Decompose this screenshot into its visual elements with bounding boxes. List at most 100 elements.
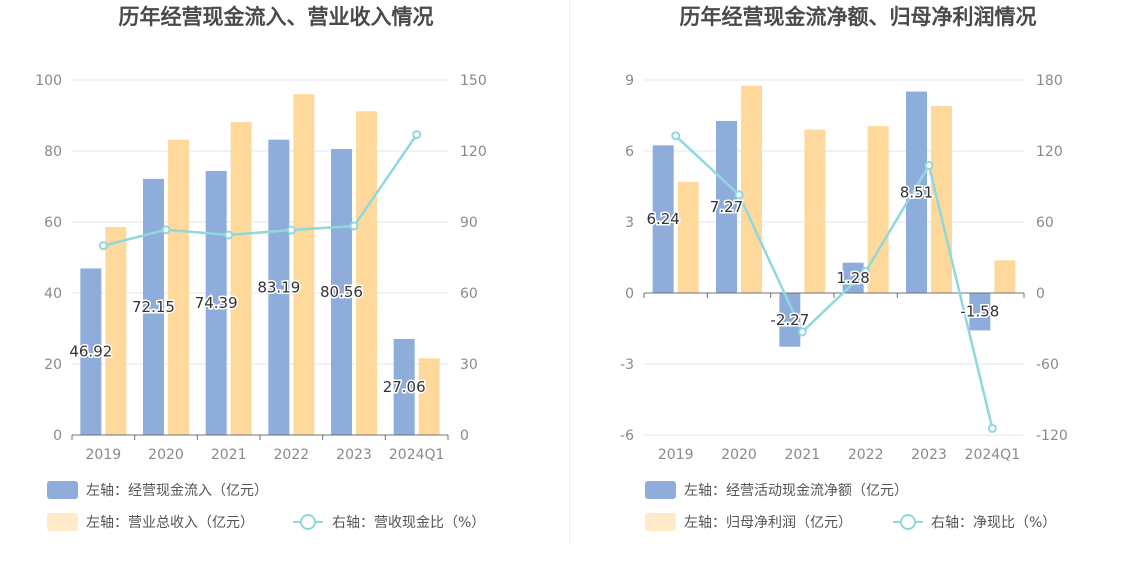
bar-data-label: 74.39 xyxy=(195,294,238,312)
line-point xyxy=(797,327,807,337)
line-series-3 xyxy=(103,133,418,247)
legend-label: 左轴：归母净利润（亿元） xyxy=(684,514,852,531)
y-left-tick-label: 40 xyxy=(44,286,62,302)
bar-series-2 xyxy=(994,260,1016,293)
bar-series-2 xyxy=(418,358,440,435)
y-left-tick-label: 100 xyxy=(35,73,62,89)
y-left-tick-label: 9 xyxy=(625,73,634,89)
bar-series-1 xyxy=(716,120,737,294)
x-tick-label: 2023 xyxy=(336,447,372,463)
bar-series-1 xyxy=(779,293,801,347)
x-tick-label: 2020 xyxy=(148,447,184,463)
y-left-tick-label: 6 xyxy=(625,144,634,160)
bar-data-label: 46.92 xyxy=(69,343,112,361)
line-point xyxy=(987,423,997,433)
legend-marker-icon xyxy=(900,514,916,530)
y-right-tick-label: 60 xyxy=(1036,215,1054,231)
y-right-tick-label: 120 xyxy=(1036,144,1063,160)
x-tick-label: 2022 xyxy=(848,447,884,463)
y-right-tick-label: 60 xyxy=(460,286,478,302)
bar-series-1 xyxy=(842,262,864,293)
legend-swatch-orange xyxy=(47,513,78,531)
line-point xyxy=(98,241,108,251)
y-left-tick-label: 80 xyxy=(44,144,62,160)
chart-plot: 0 0 20 30 40 60 60 90 80 120 100 150 2019 2020 2021 202… xyxy=(35,73,486,463)
y-left-tick-label: 0 xyxy=(625,286,634,302)
bar-series-2 xyxy=(168,139,189,435)
chart-left: 历年经营现金流入、营业收入情况 0 0 20 30 40 60 60 90 80 120 100 15… xyxy=(35,5,487,531)
line-point xyxy=(286,225,296,235)
bar-series-2 xyxy=(293,94,315,435)
bar-series-1 xyxy=(80,268,102,435)
legend-label: 右轴：净现比（%） xyxy=(931,515,1056,531)
line-point xyxy=(924,161,934,171)
legend-swatch-orange xyxy=(645,513,676,531)
line-series-3 xyxy=(674,134,994,429)
bar-series-2 xyxy=(105,226,127,435)
line-point xyxy=(349,221,359,231)
bar-data-label: 7.27 xyxy=(710,198,743,216)
legend-swatch-blue xyxy=(47,481,78,499)
y-right-tick-label: 0 xyxy=(460,428,469,444)
line-point xyxy=(861,266,871,276)
bar-series-2 xyxy=(867,126,889,294)
legend-label: 右轴：营收现金比（%） xyxy=(332,515,485,531)
y-right-tick-label: 180 xyxy=(1036,73,1063,89)
y-right-tick-label: 120 xyxy=(460,144,487,160)
bar-data-label: 6.24 xyxy=(646,210,679,228)
bar-series-1 xyxy=(969,293,991,331)
legend-swatch-blue xyxy=(645,481,676,499)
line-point xyxy=(224,230,234,240)
chart-plot: -6 -120 -3 -60 0 0 3 60 6 120 9 180 2019 2020 2021 2022… xyxy=(620,73,1068,463)
line-point xyxy=(671,131,681,141)
legend: 左轴：经营活动现金流净额（亿元） 左轴：归母净利润（亿元） 右轴：净现比（%） xyxy=(645,481,1056,531)
legend-label: 左轴：营业总收入（亿元） xyxy=(86,515,254,531)
line-point xyxy=(734,190,744,200)
line-point xyxy=(161,225,171,235)
y-left-tick-label: 3 xyxy=(625,215,634,231)
bar-series-2 xyxy=(230,121,252,435)
x-tick-label: 2021 xyxy=(785,447,821,463)
legend-marker-icon xyxy=(300,514,316,530)
y-right-tick-label: 0 xyxy=(1036,286,1045,302)
y-left-tick-label: -3 xyxy=(620,357,634,373)
legend-item-series-3[interactable]: 右轴：净现比（%） xyxy=(893,514,1056,531)
bar-data-label: 80.56 xyxy=(320,283,363,301)
legend-item-series-1[interactable]: 左轴：经营活动现金流净额（亿元） xyxy=(645,481,908,499)
chart-title: 历年经营现金流净额、归母净利润情况 xyxy=(680,5,1037,29)
y-left-tick-label: 20 xyxy=(44,357,62,373)
legend-item-series-3[interactable]: 右轴：营收现金比（%） xyxy=(293,514,485,531)
bar-series-1 xyxy=(906,91,927,293)
chart-title: 历年经营现金流入、营业收入情况 xyxy=(119,5,434,29)
legend-item-series-1[interactable]: 左轴：经营现金流入（亿元） xyxy=(47,481,268,499)
bar-series-2 xyxy=(677,181,699,293)
x-tick-label: 2019 xyxy=(658,447,694,463)
bar-data-label: 27.06 xyxy=(383,378,426,396)
x-tick-label: 2021 xyxy=(211,447,247,463)
legend-item-series-2[interactable]: 左轴：归母净利润（亿元） xyxy=(645,513,852,531)
legend-label: 左轴：经营现金流入（亿元） xyxy=(86,483,268,499)
y-right-tick-label: -60 xyxy=(1036,357,1059,373)
x-tick-label: 2022 xyxy=(274,447,310,463)
x-tick-label: 2023 xyxy=(911,447,947,463)
bar-data-label: 8.51 xyxy=(900,183,933,201)
bar-data-label: 83.19 xyxy=(257,278,300,296)
y-right-tick-label: 30 xyxy=(460,357,478,373)
y-left-tick-label: 60 xyxy=(44,215,62,231)
bar-series-1 xyxy=(268,139,290,435)
bar-series-2 xyxy=(741,85,762,294)
panel-divider xyxy=(569,0,570,545)
y-left-tick-label: -6 xyxy=(620,428,634,444)
legend: 左轴：经营现金流入（亿元） 左轴：营业总收入（亿元） 右轴：营收现金比（%） xyxy=(47,481,485,531)
y-left-tick-label: 0 xyxy=(53,428,62,444)
bar-data-label: -2.27 xyxy=(770,311,809,329)
legend-item-series-2[interactable]: 左轴：营业总收入（亿元） xyxy=(47,513,254,531)
bar-data-label: 1.28 xyxy=(836,269,869,287)
bar-series-1 xyxy=(652,145,674,293)
x-tick-label: 2024Q1 xyxy=(965,447,1021,463)
bar-data-label: 72.15 xyxy=(132,298,175,316)
bar-data-label: -1.58 xyxy=(960,303,999,321)
line-point xyxy=(412,130,422,140)
